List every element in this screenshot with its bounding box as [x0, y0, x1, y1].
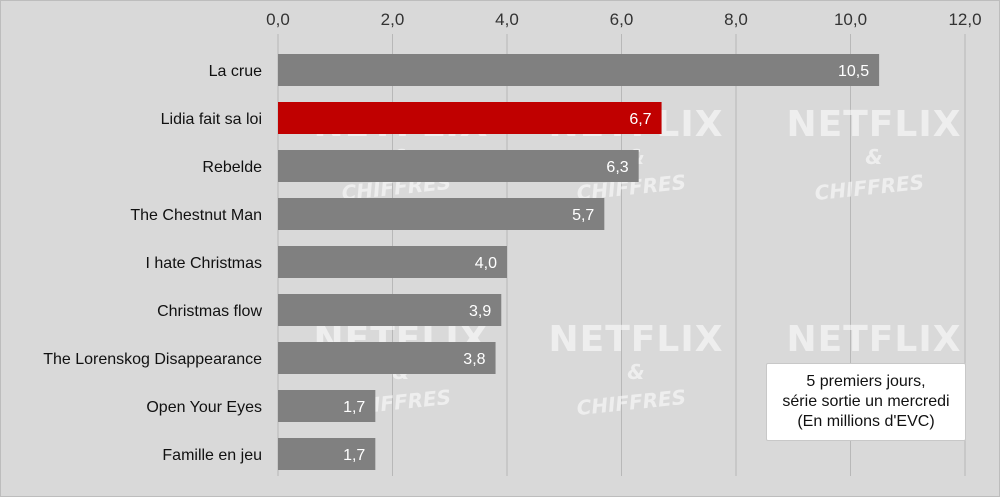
category-label: Open Your Eyes [146, 399, 262, 416]
bar [278, 102, 662, 134]
category-label: I hate Christmas [146, 255, 262, 272]
category-label: Rebelde [202, 159, 262, 176]
data-label: 1,7 [343, 447, 365, 464]
x-tick-label: 12,0 [948, 10, 981, 29]
data-label: 3,9 [469, 303, 491, 320]
data-labels: 10,5 6,7 6,3 5,7 4,0 3,9 3,8 1,7 1,7 [343, 63, 869, 464]
bar [278, 438, 376, 470]
note-box: 5 premiers jours, série sortie un mercre… [766, 363, 966, 441]
category-label: Christmas flow [157, 303, 262, 320]
data-label: 6,3 [606, 159, 628, 176]
x-tick-label: 4,0 [495, 10, 519, 29]
data-label: 3,8 [463, 351, 485, 368]
x-tick-label: 0,0 [266, 10, 290, 29]
note-line-3: (En millions d'EVC) [797, 413, 935, 430]
category-label: The Chestnut Man [130, 207, 262, 224]
x-tick-label: 10,0 [834, 10, 867, 29]
category-label: Lidia fait sa loi [161, 111, 262, 128]
data-label: 1,7 [343, 399, 365, 416]
category-label: Famille en jeu [162, 447, 262, 464]
note-line-2: série sortie un mercredi [782, 393, 950, 410]
svg-text:NETFLIX: NETFLIX [787, 104, 962, 145]
watermark: NETFLIX&CHIFFRES [787, 104, 962, 205]
bars [278, 54, 880, 470]
svg-text:NETFLIX: NETFLIX [787, 319, 962, 360]
svg-text:CHIFFRES: CHIFFRES [814, 170, 926, 205]
bar [278, 246, 507, 278]
bar [278, 390, 376, 422]
bar [278, 150, 639, 182]
bar [278, 54, 880, 86]
bar [278, 198, 605, 230]
data-label: 6,7 [629, 111, 651, 128]
svg-text:&: & [865, 145, 882, 169]
category-label: The Lorenskog Disappearance [43, 351, 262, 368]
svg-text:CHIFFRES: CHIFFRES [576, 385, 688, 420]
category-labels: La crue Lidia fait sa loi Rebelde The Chest… [43, 63, 262, 464]
svg-text:NETFLIX: NETFLIX [549, 319, 724, 360]
x-tick-label: 2,0 [381, 10, 405, 29]
data-label: 5,7 [572, 207, 594, 224]
x-tick-label: 6,0 [610, 10, 634, 29]
x-axis-ticks: 0,0 2,0 4,0 6,0 8,0 10,0 12,0 [266, 10, 981, 29]
svg-text:&: & [627, 360, 644, 384]
data-label: 10,5 [838, 63, 869, 80]
category-label: La crue [209, 63, 262, 80]
note-line-1: 5 premiers jours, [806, 373, 926, 390]
bar [278, 294, 502, 326]
data-label: 4,0 [475, 255, 497, 272]
x-tick-label: 8,0 [724, 10, 748, 29]
watermark: NETFLIX&CHIFFRES [549, 319, 724, 420]
bar [278, 342, 496, 374]
